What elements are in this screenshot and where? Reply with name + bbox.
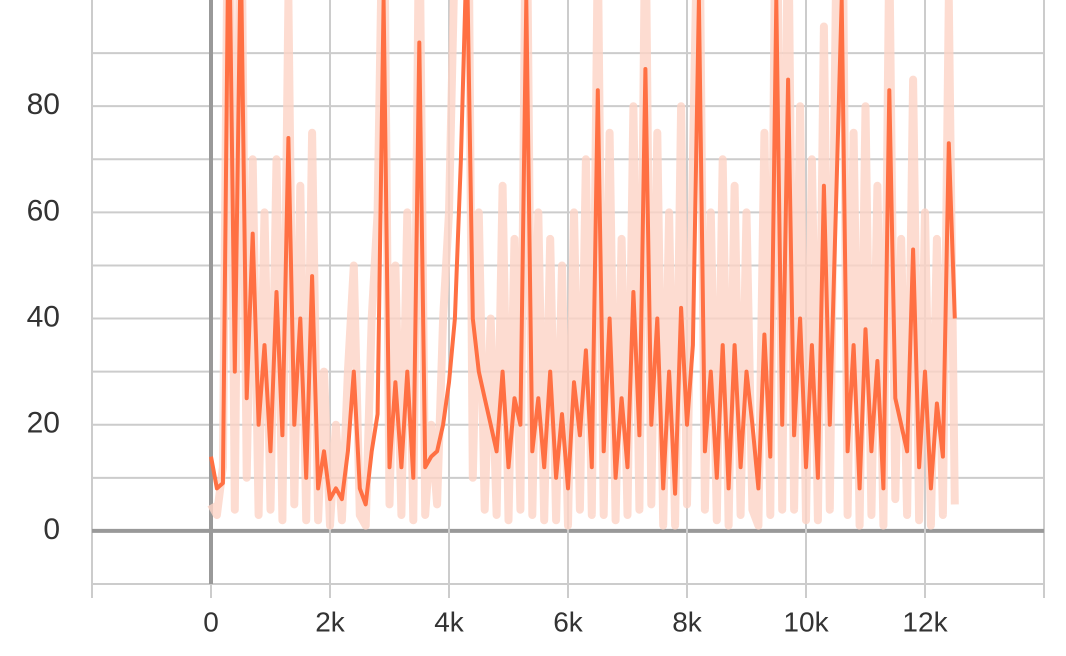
y-tick-label: 60: [27, 194, 60, 227]
x-tick-label: 4k: [434, 606, 465, 637]
y-tick-label: 20: [27, 407, 60, 440]
series-line: [209, 0, 957, 507]
y-tick-label: 0: [43, 513, 60, 546]
x-tick-label: 8k: [672, 606, 703, 637]
x-tick-label: 12k: [902, 606, 948, 637]
x-tick-label: 0: [203, 606, 219, 637]
y-tick-label: 40: [27, 300, 60, 333]
y-tick-label: 80: [27, 88, 60, 121]
x-tick-label: 10k: [783, 606, 829, 637]
labels: 0 20 40 60 80 0 2k 4k 6k 8k 10k 12k: [27, 88, 949, 637]
x-tick-label: 6k: [553, 606, 584, 637]
x-tick-label: 2k: [315, 606, 346, 637]
plot-area: [207, 0, 959, 530]
